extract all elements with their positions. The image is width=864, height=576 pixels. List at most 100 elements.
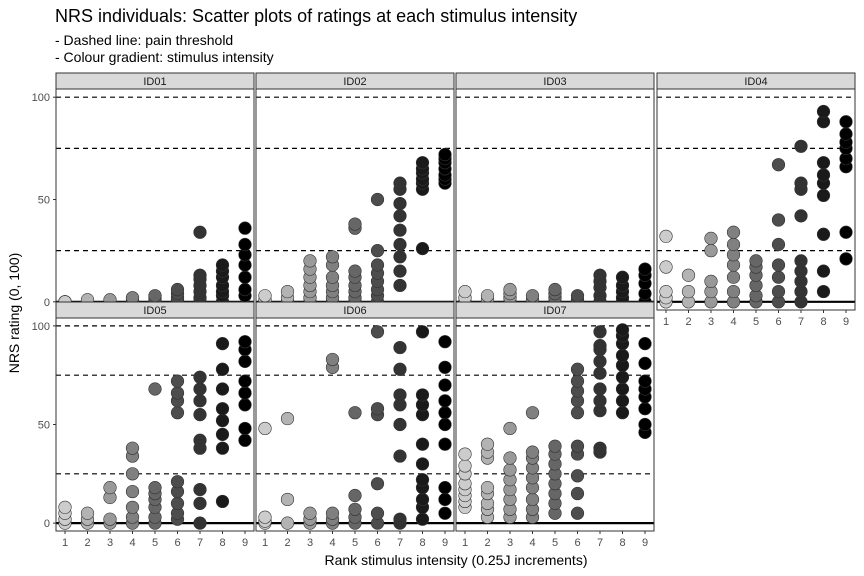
x-tick-label: 1 bbox=[462, 537, 468, 549]
data-point bbox=[103, 512, 117, 526]
facet-strip-label: ID06 bbox=[343, 305, 366, 317]
data-point bbox=[393, 278, 407, 293]
data-point bbox=[638, 337, 652, 351]
data-point bbox=[726, 237, 741, 252]
x-tick-label: 9 bbox=[242, 537, 248, 549]
data-point bbox=[80, 506, 95, 520]
data-point bbox=[415, 388, 430, 402]
data-point bbox=[438, 394, 452, 408]
x-tick-label: 4 bbox=[129, 537, 135, 549]
data-point bbox=[548, 439, 562, 453]
data-point bbox=[593, 441, 607, 455]
y-tick-label: 50 bbox=[38, 195, 50, 207]
data-point bbox=[503, 421, 517, 436]
data-point bbox=[771, 158, 786, 172]
data-point bbox=[480, 289, 495, 303]
data-point bbox=[794, 254, 808, 268]
data-point bbox=[393, 176, 407, 190]
data-point bbox=[393, 223, 407, 237]
x-tick-label: 1 bbox=[262, 537, 268, 549]
data-point bbox=[659, 284, 673, 299]
data-point bbox=[348, 264, 362, 278]
data-point bbox=[170, 282, 185, 297]
x-tick-label: 2 bbox=[284, 537, 290, 549]
data-point bbox=[615, 348, 630, 363]
x-tick-label: 3 bbox=[708, 316, 714, 328]
x-tick-label: 5 bbox=[552, 537, 558, 549]
data-point bbox=[348, 488, 362, 503]
y-tick-label: 0 bbox=[44, 518, 50, 530]
data-point bbox=[393, 250, 407, 264]
data-point bbox=[480, 481, 495, 495]
x-tick-label: 8 bbox=[219, 537, 225, 549]
data-point bbox=[615, 394, 630, 408]
data-point bbox=[170, 496, 185, 510]
data-point bbox=[839, 127, 853, 141]
data-point bbox=[238, 282, 252, 297]
x-tick-label: 6 bbox=[174, 537, 180, 549]
data-point bbox=[704, 274, 718, 288]
data-point bbox=[816, 284, 831, 299]
x-tick-label: 7 bbox=[197, 537, 203, 549]
data-point bbox=[570, 289, 585, 303]
x-tick-label: 3 bbox=[307, 537, 313, 549]
data-point bbox=[438, 147, 452, 162]
data-point bbox=[170, 406, 185, 420]
data-point bbox=[193, 382, 207, 396]
data-point bbox=[393, 449, 407, 463]
data-point bbox=[280, 516, 295, 530]
data-point bbox=[438, 378, 452, 392]
data-point bbox=[816, 227, 831, 241]
data-point bbox=[593, 354, 607, 368]
data-point bbox=[438, 335, 452, 349]
data-point bbox=[370, 477, 385, 491]
data-point bbox=[280, 411, 295, 426]
data-point bbox=[570, 439, 585, 453]
x-tick-label: 9 bbox=[642, 537, 648, 549]
data-point bbox=[393, 264, 407, 278]
data-point bbox=[238, 335, 252, 349]
facet-panel: ID06 1 2 3 4 5 6 7 8 9 bbox=[255, 301, 455, 549]
data-point bbox=[393, 237, 407, 252]
data-point bbox=[238, 354, 252, 368]
data-point bbox=[593, 268, 607, 282]
data-point bbox=[659, 260, 673, 274]
data-point bbox=[193, 433, 207, 447]
x-tick-label: 6 bbox=[775, 316, 781, 328]
data-point bbox=[325, 352, 340, 367]
x-tick-label: 9 bbox=[843, 316, 849, 328]
data-point bbox=[348, 217, 362, 231]
data-point bbox=[238, 374, 252, 388]
x-tick-label: 5 bbox=[152, 537, 158, 549]
data-point bbox=[659, 229, 673, 243]
data-point bbox=[125, 441, 140, 455]
data-point bbox=[704, 231, 718, 245]
data-point bbox=[503, 463, 517, 477]
data-point bbox=[438, 406, 452, 420]
data-point bbox=[593, 366, 607, 380]
data-point bbox=[503, 282, 517, 297]
data-point bbox=[615, 270, 630, 284]
data-point bbox=[438, 506, 452, 520]
data-point bbox=[771, 237, 786, 252]
data-point bbox=[193, 496, 207, 510]
data-point bbox=[726, 270, 741, 284]
facet-panel: ID02 bbox=[255, 72, 455, 311]
facet-strip-label: ID03 bbox=[543, 76, 566, 88]
x-tick-label: 7 bbox=[397, 537, 403, 549]
data-point bbox=[393, 340, 407, 355]
data-point bbox=[215, 382, 230, 396]
data-point bbox=[570, 469, 585, 483]
x-tick-label: 4 bbox=[529, 537, 535, 549]
x-tick-label: 9 bbox=[442, 537, 448, 549]
x-tick-label: 5 bbox=[753, 316, 759, 328]
data-point bbox=[593, 394, 607, 408]
data-point bbox=[570, 374, 585, 388]
data-point bbox=[193, 408, 207, 422]
data-point bbox=[370, 325, 385, 339]
data-point bbox=[525, 492, 540, 507]
data-point bbox=[415, 325, 430, 339]
facet-strip-label: ID02 bbox=[343, 76, 366, 88]
chart-subtitle-line-1: - Dashed line: pain threshold bbox=[55, 32, 233, 48]
